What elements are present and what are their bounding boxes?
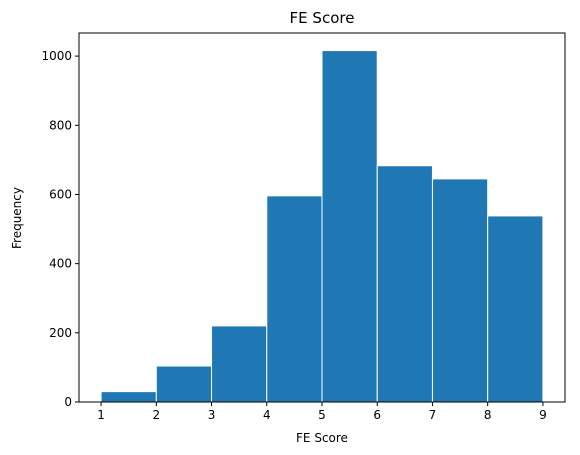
- y-tick-label: 600: [49, 187, 72, 201]
- y-tick-label: 0: [64, 395, 72, 409]
- histogram-bar-3: [211, 325, 268, 403]
- x-axis-label: FE Score: [296, 431, 348, 445]
- x-tick-label: 3: [208, 408, 216, 422]
- histogram-bar-5: [321, 50, 378, 403]
- x-tick-label: 4: [263, 408, 271, 422]
- x-tick-label: 9: [539, 408, 547, 422]
- y-tick-label: 1000: [41, 49, 72, 63]
- x-tick-label: 1: [97, 408, 105, 422]
- x-tick-label: 7: [429, 408, 437, 422]
- x-axis-ticks: 1 2 3 4 5 6 7 8 9: [97, 402, 547, 422]
- y-tick-label: 200: [49, 326, 72, 340]
- histogram-bar-7: [431, 178, 489, 403]
- histogram-bar-1: [100, 391, 157, 403]
- bars-group: [100, 50, 544, 403]
- histogram-bar-8: [487, 215, 544, 403]
- y-tick-label: 400: [49, 257, 72, 271]
- x-tick-label: 5: [318, 408, 326, 422]
- y-axis-label: Frequency: [10, 187, 24, 249]
- y-tick-label: 800: [49, 118, 72, 132]
- y-axis-ticks: 0 200 400 600 800 1000: [41, 49, 79, 409]
- histogram-bar-2: [155, 365, 213, 403]
- x-tick-label: 8: [484, 408, 492, 422]
- chart-title: FE Score: [290, 9, 355, 27]
- x-tick-label: 6: [373, 408, 381, 422]
- histogram-bar-6: [376, 165, 433, 403]
- x-tick-label: 2: [152, 408, 160, 422]
- histogram-bar-4: [266, 195, 323, 403]
